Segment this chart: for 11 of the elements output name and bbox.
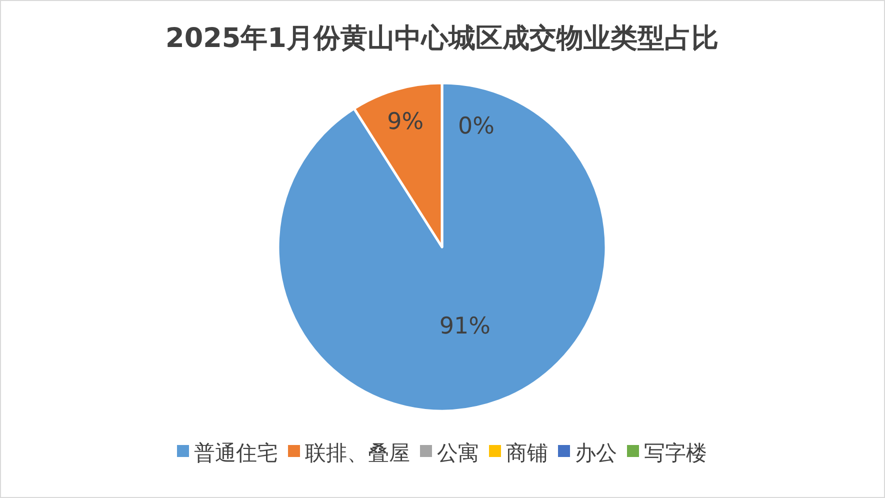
legend-label: 办公 (575, 441, 617, 465)
legend-label: 联排、叠屋 (305, 441, 410, 465)
data-label: 91% (439, 314, 490, 340)
data-label: 9% (387, 109, 424, 136)
text: 0% (458, 114, 494, 140)
legend-label: 普通住宅 (194, 441, 278, 465)
chart-title: 2025年1月份黄山中心城区成交物业类型占比 (166, 23, 718, 54)
pie-slice (276, 82, 608, 412)
legend-label: 商铺 (506, 441, 548, 465)
legend-label: 写字楼 (644, 441, 707, 465)
legend-label: 公寓 (437, 441, 479, 465)
